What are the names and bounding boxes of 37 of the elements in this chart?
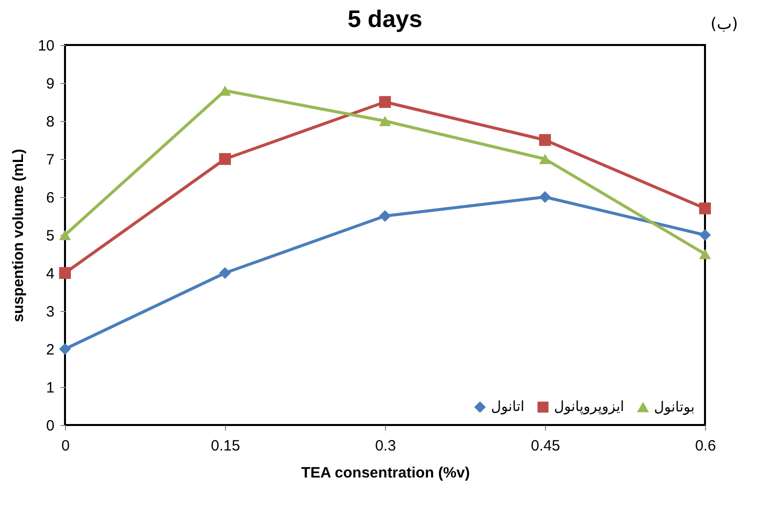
y-tick-label: 10 bbox=[38, 38, 54, 54]
y-tick-label: 0 bbox=[46, 418, 54, 434]
y-tick-label: 5 bbox=[46, 228, 54, 244]
x-tick-label: 0.15 bbox=[210, 438, 240, 454]
y-tick-label: 4 bbox=[46, 266, 54, 282]
point bbox=[219, 153, 231, 165]
y-axis-title: suspention volume (mL) bbox=[10, 148, 27, 322]
chart-title: 5 days bbox=[348, 6, 422, 33]
point bbox=[379, 116, 391, 126]
point bbox=[379, 210, 391, 222]
y-tick-label: 3 bbox=[46, 304, 54, 320]
point bbox=[59, 343, 71, 355]
point bbox=[699, 202, 711, 214]
x-tick-label: 0.6 bbox=[695, 438, 716, 454]
point bbox=[379, 96, 391, 108]
point bbox=[699, 248, 711, 260]
legend-label: ایزوپروپانول bbox=[554, 399, 624, 416]
text: (ب) bbox=[710, 14, 738, 33]
point bbox=[219, 267, 231, 279]
y-tick-label: 8 bbox=[46, 114, 54, 130]
y-tick-label: 2 bbox=[46, 342, 54, 358]
point bbox=[539, 134, 551, 146]
point bbox=[59, 267, 71, 279]
point bbox=[539, 191, 551, 203]
y-tick-label: 1 bbox=[46, 380, 54, 396]
x-axis-title: TEA consentration (%v) bbox=[301, 464, 470, 482]
x-tick-label: 0.3 bbox=[375, 438, 396, 454]
point bbox=[699, 229, 711, 241]
point bbox=[539, 154, 551, 164]
x-tick-label: 0 bbox=[61, 438, 70, 454]
y-tick-label: 9 bbox=[46, 76, 54, 92]
legend-label: اتانول bbox=[491, 399, 524, 416]
point bbox=[59, 230, 71, 240]
y-tick-label: 7 bbox=[46, 152, 54, 168]
y-tick-label: 6 bbox=[46, 190, 54, 206]
x-tick-label: 0.45 bbox=[530, 438, 560, 454]
legend-label: بوتانول bbox=[654, 399, 695, 416]
